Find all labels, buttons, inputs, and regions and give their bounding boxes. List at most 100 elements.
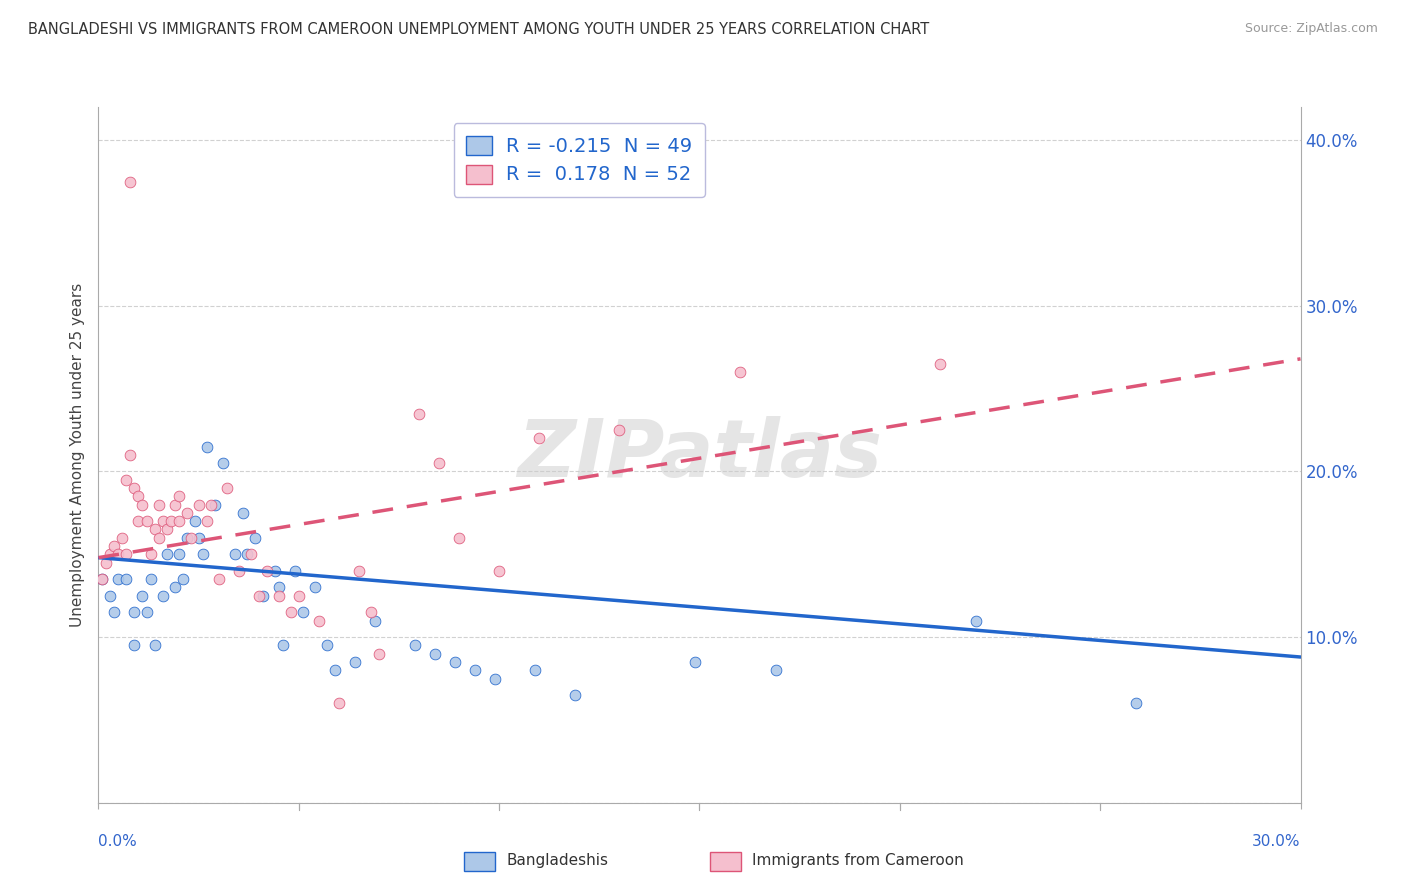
Point xyxy=(360,605,382,619)
Point xyxy=(267,589,290,603)
Point xyxy=(232,506,254,520)
Point xyxy=(100,547,122,561)
Point xyxy=(148,531,170,545)
Point xyxy=(103,605,125,619)
Point xyxy=(187,498,209,512)
Point xyxy=(131,498,153,512)
Point xyxy=(284,564,307,578)
Point xyxy=(163,581,186,595)
Point xyxy=(152,514,174,528)
Point xyxy=(765,663,787,677)
Point xyxy=(247,589,270,603)
Point xyxy=(115,547,138,561)
Point xyxy=(124,639,146,653)
Point xyxy=(107,572,129,586)
Point xyxy=(183,514,205,528)
Point xyxy=(155,547,177,561)
Point xyxy=(343,655,366,669)
Point xyxy=(965,614,987,628)
Point xyxy=(728,365,751,379)
Point xyxy=(364,614,387,628)
Point xyxy=(187,531,209,545)
Point xyxy=(120,448,142,462)
Point xyxy=(120,175,142,189)
Point xyxy=(215,481,238,495)
Point xyxy=(256,564,278,578)
Point xyxy=(155,523,177,537)
Point xyxy=(464,663,486,677)
Point xyxy=(308,614,330,628)
Point xyxy=(271,639,294,653)
Point xyxy=(135,514,157,528)
Point xyxy=(323,663,346,677)
Point xyxy=(243,531,266,545)
Point xyxy=(111,531,134,545)
Text: ZIPatlas: ZIPatlas xyxy=(517,416,882,494)
Point xyxy=(191,547,214,561)
Point xyxy=(128,489,150,503)
Point xyxy=(143,639,166,653)
Point xyxy=(180,531,202,545)
Point xyxy=(288,589,311,603)
Point xyxy=(484,672,506,686)
Text: Immigrants from Cameroon: Immigrants from Cameroon xyxy=(752,854,965,868)
Point xyxy=(103,539,125,553)
Point xyxy=(115,473,138,487)
Point xyxy=(163,498,186,512)
Point xyxy=(115,572,138,586)
Point xyxy=(91,572,114,586)
Point xyxy=(167,514,190,528)
Point xyxy=(200,498,222,512)
Point xyxy=(235,547,257,561)
Point xyxy=(211,456,233,470)
Y-axis label: Unemployment Among Youth under 25 years: Unemployment Among Youth under 25 years xyxy=(69,283,84,627)
Point xyxy=(685,655,707,669)
Point xyxy=(252,589,274,603)
Point xyxy=(564,688,586,702)
Text: Source: ZipAtlas.com: Source: ZipAtlas.com xyxy=(1244,22,1378,36)
Point xyxy=(228,564,250,578)
Point xyxy=(315,639,337,653)
Point xyxy=(152,589,174,603)
Point xyxy=(368,647,391,661)
Point xyxy=(167,547,190,561)
Point xyxy=(408,407,430,421)
Text: Bangladeshis: Bangladeshis xyxy=(506,854,609,868)
Point xyxy=(131,589,153,603)
Point xyxy=(609,423,631,437)
Point xyxy=(167,489,190,503)
Point xyxy=(148,498,170,512)
Point xyxy=(423,647,446,661)
Point xyxy=(488,564,510,578)
Point xyxy=(96,556,118,570)
Point xyxy=(91,572,114,586)
Point xyxy=(159,514,181,528)
Point xyxy=(143,523,166,537)
Legend: R = -0.215  N = 49, R =  0.178  N = 52: R = -0.215 N = 49, R = 0.178 N = 52 xyxy=(454,123,704,197)
Point xyxy=(404,639,426,653)
Point xyxy=(267,581,290,595)
Point xyxy=(195,440,218,454)
Point xyxy=(280,605,302,619)
Point xyxy=(100,589,122,603)
Point xyxy=(135,605,157,619)
Point xyxy=(304,581,326,595)
Point xyxy=(139,572,162,586)
Point xyxy=(172,572,194,586)
Point xyxy=(128,514,150,528)
Point xyxy=(195,514,218,528)
Point xyxy=(427,456,450,470)
Point xyxy=(124,481,146,495)
Point xyxy=(107,547,129,561)
Point xyxy=(291,605,314,619)
Point xyxy=(239,547,262,561)
Point xyxy=(263,564,285,578)
Point xyxy=(447,531,470,545)
Text: BANGLADESHI VS IMMIGRANTS FROM CAMEROON UNEMPLOYMENT AMONG YOUTH UNDER 25 YEARS : BANGLADESHI VS IMMIGRANTS FROM CAMEROON … xyxy=(28,22,929,37)
Point xyxy=(224,547,246,561)
Point xyxy=(1125,697,1147,711)
Text: 30.0%: 30.0% xyxy=(1253,834,1301,849)
Point xyxy=(444,655,467,669)
Point xyxy=(328,697,350,711)
Point xyxy=(139,547,162,561)
